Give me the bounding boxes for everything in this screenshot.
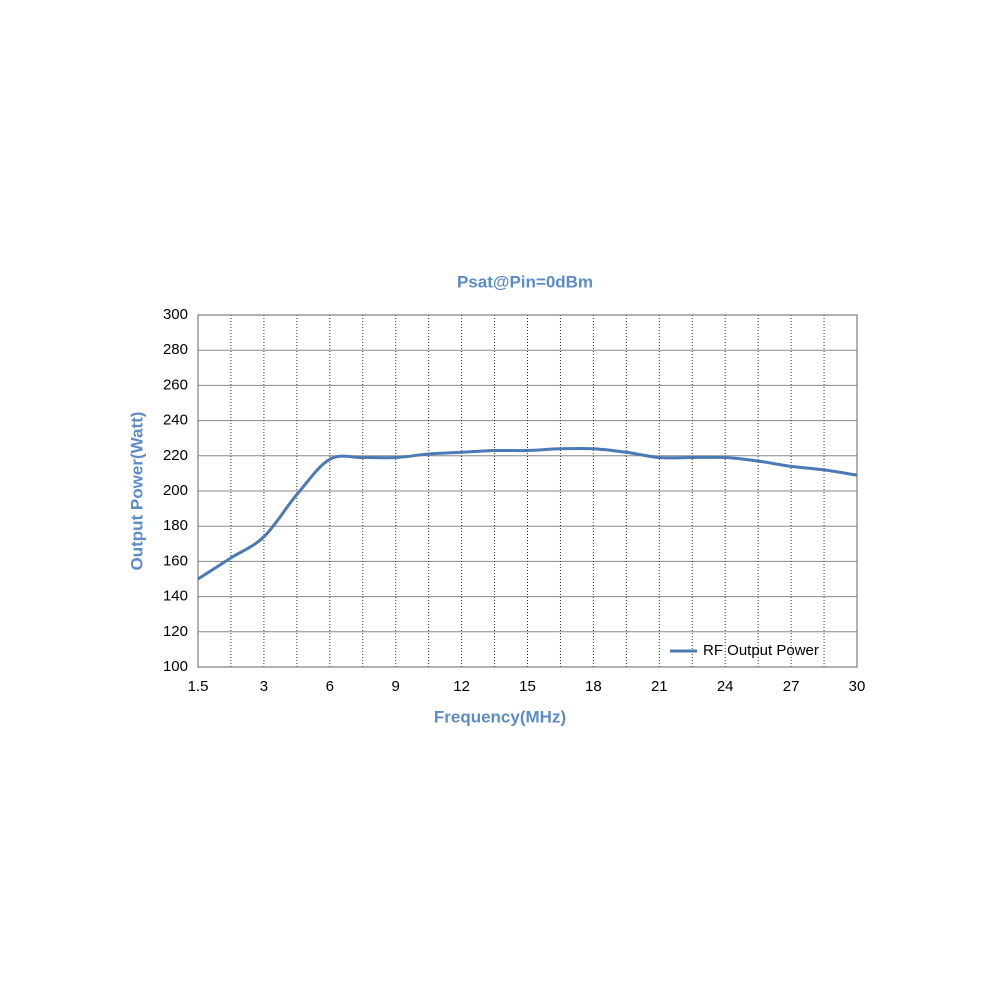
x-tick-label: 3 (260, 678, 268, 695)
x-tick-label: 21 (651, 678, 668, 695)
y-tick-label: 120 (163, 623, 188, 640)
x-tick-label: 27 (783, 678, 800, 695)
chart-title: Psat@Pin=0dBm (457, 272, 593, 291)
plot-border (197, 314, 858, 668)
y-tick-label: 100 (163, 658, 188, 675)
data-line (197, 446, 858, 581)
x-tick-label: 12 (453, 678, 470, 695)
y-tick-label: 200 (163, 482, 188, 499)
legend-label: RF Output Power (703, 642, 819, 659)
y-tick-label: 140 (163, 588, 188, 605)
x-tick-label: 6 (326, 678, 334, 695)
y-tick-label: 180 (163, 517, 188, 534)
y-tick-label: 160 (163, 552, 188, 569)
x-axis-label: Frequency(MHz) (434, 707, 566, 726)
x-tick-label: 30 (849, 678, 866, 695)
y-tick-label: 280 (163, 341, 188, 358)
y-tick-label: 240 (163, 412, 188, 429)
y-axis-label: Output Power(Watt) (127, 412, 146, 571)
x-tick-label: 15 (519, 678, 536, 695)
x-tick-label: 24 (717, 678, 734, 695)
x-tick-label: 18 (585, 678, 602, 695)
y-tick-label: 260 (163, 376, 188, 393)
x-tick-label: 9 (392, 678, 400, 695)
y-tick-label: 300 (163, 306, 188, 323)
y-tick-label: 220 (163, 447, 188, 464)
x-tick-label: 1.5 (188, 678, 209, 695)
